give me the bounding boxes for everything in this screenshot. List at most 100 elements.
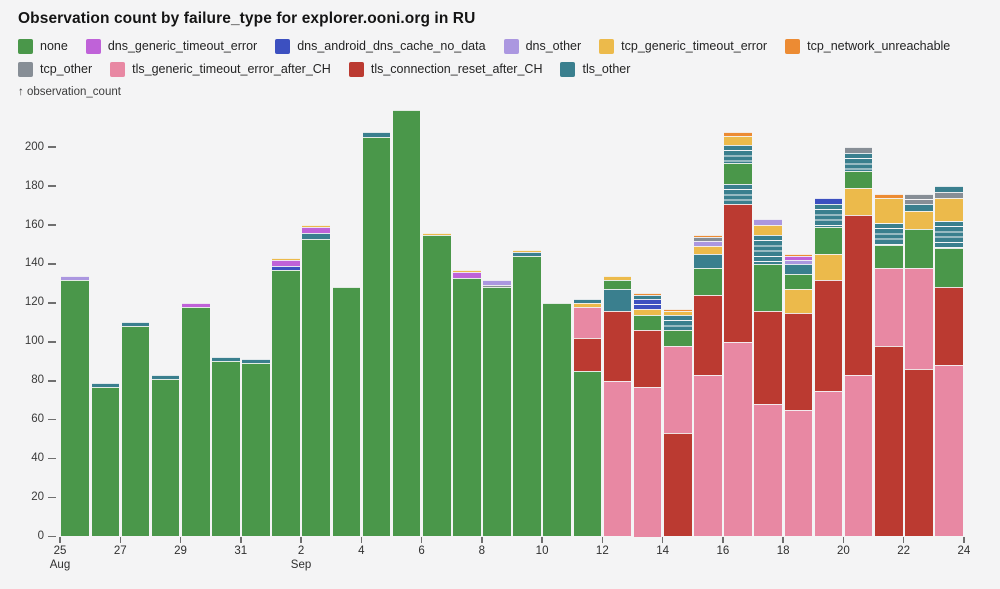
bar-segment-tls_connection_reset_after_CH[interactable] — [573, 337, 602, 372]
bar-segment-tls_connection_reset_after_CH[interactable] — [784, 312, 813, 410]
bar-segment-none[interactable] — [453, 277, 481, 537]
bar-segment-none[interactable] — [91, 386, 120, 537]
bar-segment-none[interactable] — [543, 302, 572, 537]
legend-item-dns_other[interactable]: dns_other — [503, 38, 581, 54]
bar-aug-28[interactable] — [151, 374, 180, 537]
bar-sep-6[interactable] — [422, 232, 451, 537]
bar-aug-25[interactable] — [61, 275, 89, 537]
bar-sep-19[interactable] — [814, 197, 843, 537]
legend-item-tls_other[interactable]: tls_other — [560, 61, 630, 77]
bar-segment-none[interactable] — [302, 238, 331, 537]
legend-item-dns_android_dns_cache_no_data[interactable]: dns_android_dns_cache_no_data — [275, 38, 486, 54]
bar-segment-tcp_network_unreachable[interactable] — [784, 254, 813, 257]
bar-segment-tcp_generic_timeout_error[interactable] — [633, 308, 662, 315]
bar-segment-tcp_generic_timeout_error[interactable] — [453, 269, 481, 272]
bar-segment-tls_connection_reset_after_CH[interactable] — [694, 295, 722, 375]
bar-segment-tls_generic_timeout_error_after_CH[interactable] — [724, 341, 752, 537]
bar-segment-tls_generic_timeout_error_after_CH[interactable] — [784, 409, 813, 537]
bar-segment-tls_other[interactable] — [905, 203, 933, 212]
bar-segment-dns_generic_timeout_error[interactable] — [784, 256, 813, 261]
bar-segment-tls_connection_reset_after_CH[interactable] — [664, 433, 692, 537]
bar-segment-dns_android_dns_cache_no_data[interactable] — [272, 265, 300, 270]
bar-segment-none[interactable] — [121, 326, 150, 537]
legend-item-tcp_generic_timeout_error[interactable]: tcp_generic_timeout_error — [599, 38, 767, 54]
bar-sep-1[interactable] — [272, 258, 300, 537]
bar-segment-tls_connection_reset_after_CH[interactable] — [724, 203, 752, 342]
bar-segment-tls_other[interactable] — [754, 234, 782, 264]
bar-segment-tls_generic_timeout_error_after_CH[interactable] — [603, 380, 632, 537]
bar-segment-tls_other[interactable] — [603, 289, 632, 311]
bar-segment-tls_other[interactable] — [151, 374, 180, 379]
bar-segment-tls_other[interactable] — [121, 322, 150, 327]
bar-sep-7[interactable] — [453, 269, 481, 537]
bar-sep-14[interactable] — [664, 308, 692, 537]
bar-sep-13[interactable] — [633, 293, 662, 537]
bar-segment-tls_connection_reset_after_CH[interactable] — [633, 330, 662, 387]
bar-segment-none[interactable] — [483, 287, 511, 537]
bar-segment-dns_android_dns_cache_no_data[interactable] — [814, 197, 843, 204]
bar-segment-tcp_generic_timeout_error[interactable] — [754, 225, 782, 235]
bar-sep-2[interactable] — [302, 225, 331, 537]
bar-segment-dns_generic_timeout_error[interactable] — [272, 260, 300, 266]
legend-item-tcp_other[interactable]: tcp_other — [18, 61, 92, 77]
bar-segment-dns_other[interactable] — [694, 240, 722, 247]
bar-segment-tls_generic_timeout_error_after_CH[interactable] — [664, 345, 692, 434]
bar-segment-tls_other[interactable] — [302, 232, 331, 239]
bar-sep-8[interactable] — [483, 279, 511, 537]
bar-segment-tls_other[interactable] — [784, 264, 813, 274]
bar-segment-tcp_network_unreachable[interactable] — [694, 234, 722, 237]
bar-segment-none[interactable] — [664, 330, 692, 346]
bar-sep-9[interactable] — [513, 250, 541, 537]
bar-sep-21[interactable] — [874, 193, 903, 537]
bar-segment-tls_other[interactable] — [242, 359, 270, 364]
bar-sep-4[interactable] — [362, 131, 391, 537]
bar-aug-26[interactable] — [91, 382, 120, 537]
bar-segment-tls_connection_reset_after_CH[interactable] — [603, 310, 632, 381]
bar-segment-tls_other[interactable] — [362, 131, 391, 138]
bar-segment-dns_android_dns_cache_no_data[interactable] — [633, 299, 662, 309]
bar-segment-tls_connection_reset_after_CH[interactable] — [874, 345, 903, 537]
bar-segment-tls_other[interactable] — [935, 186, 963, 192]
bar-segment-tcp_generic_timeout_error[interactable] — [513, 250, 541, 253]
bar-segment-dns_other[interactable] — [784, 260, 813, 265]
bar-segment-tcp_network_unreachable[interactable] — [874, 193, 903, 198]
bar-segment-tls_other[interactable] — [664, 314, 692, 331]
bar-segment-none[interactable] — [513, 256, 541, 537]
bar-segment-tls_generic_timeout_error_after_CH[interactable] — [633, 386, 662, 537]
bar-segment-tls_generic_timeout_error_after_CH[interactable] — [874, 267, 903, 346]
bar-segment-tls_connection_reset_after_CH[interactable] — [905, 369, 933, 537]
bar-segment-tls_other[interactable] — [724, 145, 752, 163]
bar-segment-tls_generic_timeout_error_after_CH[interactable] — [814, 390, 843, 537]
bar-sep-18[interactable] — [784, 254, 813, 537]
bar-segment-dns_generic_timeout_error[interactable] — [181, 302, 210, 307]
bar-segment-tls_generic_timeout_error_after_CH[interactable] — [935, 365, 963, 537]
bar-sep-12[interactable] — [603, 275, 632, 537]
bar-sep-5[interactable] — [392, 110, 421, 537]
legend-item-tls_generic_timeout_error_after_CH[interactable]: tls_generic_timeout_error_after_CH — [110, 61, 331, 77]
bar-segment-none[interactable] — [242, 363, 270, 537]
bar-segment-none[interactable] — [422, 234, 451, 537]
bar-segment-none[interactable] — [784, 273, 813, 290]
bar-segment-tcp_generic_timeout_error[interactable] — [724, 135, 752, 146]
bar-sep-15[interactable] — [694, 234, 722, 537]
bar-segment-none[interactable] — [61, 279, 89, 537]
bar-sep-17[interactable] — [754, 219, 782, 537]
bar-segment-tcp_network_unreachable[interactable] — [664, 308, 692, 311]
bar-segment-dns_other[interactable] — [61, 275, 89, 280]
bar-segment-tls_generic_timeout_error_after_CH[interactable] — [754, 404, 782, 537]
bar-segment-none[interactable] — [392, 110, 421, 537]
bar-segment-dns_generic_timeout_error[interactable] — [302, 227, 331, 233]
bar-segment-tcp_other[interactable] — [905, 193, 933, 204]
bar-segment-tcp_other[interactable] — [694, 236, 722, 241]
bar-aug-30[interactable] — [212, 357, 240, 537]
legend-item-tcp_network_unreachable[interactable]: tcp_network_unreachable — [785, 38, 950, 54]
bar-segment-none[interactable] — [874, 244, 903, 268]
bar-segment-none[interactable] — [633, 314, 662, 331]
bar-segment-tls_other[interactable] — [694, 254, 722, 268]
bar-segment-dns_other[interactable] — [754, 219, 782, 226]
bar-sep-10[interactable] — [543, 302, 572, 537]
bar-segment-tls_other[interactable] — [724, 184, 752, 204]
bar-segment-tcp_generic_timeout_error[interactable] — [784, 289, 813, 313]
bar-segment-tls_other[interactable] — [573, 299, 602, 303]
bar-segment-none[interactable] — [272, 269, 300, 537]
